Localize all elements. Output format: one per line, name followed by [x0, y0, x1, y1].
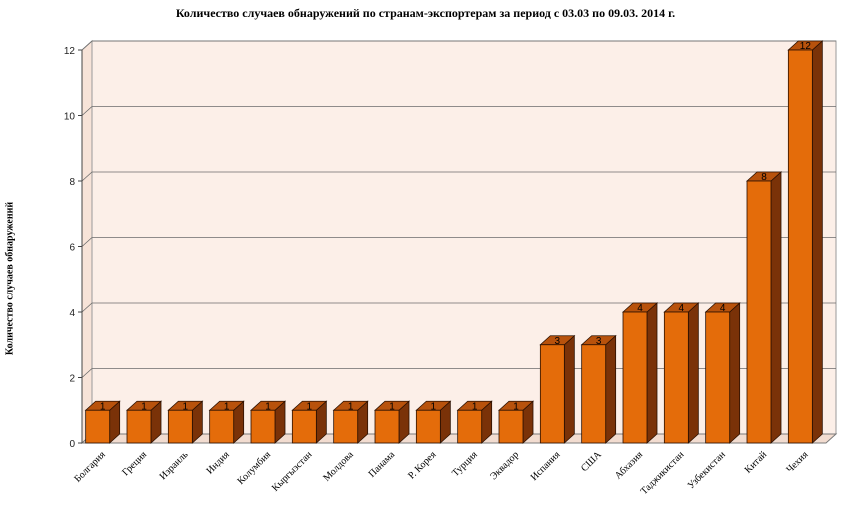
x-tick-label-12: Испания [529, 449, 563, 483]
bar-1: 1 [84, 400, 121, 444]
x-tick-label-13: США [579, 449, 604, 474]
data-label-4: 1 [224, 401, 230, 412]
gridline-4 [81, 302, 836, 313]
bar-6: 1 [291, 400, 328, 444]
x-tick-label-10: Турция [450, 449, 480, 479]
data-label-2: 1 [141, 401, 147, 412]
data-label-15: 4 [679, 303, 685, 314]
data-label-8: 1 [389, 401, 395, 412]
bar-side-17 [770, 171, 782, 444]
data-label-18: 12 [800, 41, 812, 52]
x-tick-label-14: Абхазия [613, 449, 646, 482]
gridline-12 [81, 40, 836, 51]
bar-front-3 [167, 409, 193, 444]
bar-front-9 [415, 409, 441, 444]
y-tick-label-6: 6 [69, 243, 75, 254]
bar-side-14 [646, 302, 658, 444]
x-tick-label-3: Израиль [158, 449, 191, 482]
x-tick-label-16: Узбекистан [686, 449, 729, 492]
bar-front-18 [787, 49, 813, 444]
bar-front-10 [457, 409, 483, 444]
data-label-10: 1 [472, 401, 478, 412]
data-label-12: 3 [555, 336, 561, 347]
y-tick-label-10: 10 [64, 112, 76, 123]
x-tick-label-1: Болгария [72, 449, 108, 485]
x-tick-label-18: Чехия [784, 449, 810, 475]
bar-front-5 [250, 409, 276, 444]
bar-10: 1 [456, 400, 493, 444]
data-label-5: 1 [265, 401, 271, 412]
grid-lines [81, 40, 836, 378]
bar-front-4 [209, 409, 235, 444]
data-label-16: 4 [720, 303, 726, 314]
bar-front-6 [291, 409, 317, 444]
x-tick-label-5: Колумбия [235, 449, 273, 487]
y-tick-label-2: 2 [69, 374, 75, 385]
data-label-1: 1 [100, 401, 106, 412]
bar-14: 4 [621, 302, 659, 444]
bar-front-17 [746, 180, 772, 444]
bar-15: 4 [663, 302, 700, 444]
bars: 1 1 1 1 1 1 1 1 1 1 1 3 3 4 4 4 8 12 [84, 40, 824, 444]
bar-5: 1 [249, 400, 287, 444]
bar-13: 3 [580, 334, 617, 444]
bar-side-13 [605, 334, 617, 444]
data-label-11: 1 [513, 401, 519, 412]
bar-front-12 [539, 344, 565, 444]
gridline-8 [81, 171, 836, 182]
bar-side-15 [687, 302, 699, 444]
y-tick-label-8: 8 [69, 177, 75, 188]
bar-side-18 [811, 40, 823, 444]
chart-title: Количество случаев обнаружений по страна… [175, 6, 676, 20]
bar-front-13 [581, 344, 607, 444]
data-label-17: 8 [761, 172, 767, 183]
bar-3: 1 [167, 400, 204, 444]
x-tick-label-2: Греция [120, 449, 149, 478]
data-label-9: 1 [431, 401, 437, 412]
y-tick-label-0: 0 [69, 439, 75, 450]
data-label-3: 1 [183, 401, 189, 412]
x-tick-label-9: Р. Корея [406, 449, 438, 481]
bar-front-14 [622, 311, 648, 444]
bar-12: 3 [539, 334, 576, 444]
x-tick-label-4: Индия [204, 449, 232, 477]
data-label-7: 1 [348, 401, 354, 412]
data-label-6: 1 [307, 401, 313, 412]
bar-front-2 [126, 409, 152, 444]
x-axis: Болгария Греция Израиль Индия КолумбияКыргыз… [72, 449, 810, 497]
x-tick-label-15: Таджикистан [639, 449, 687, 497]
bar-front-7 [333, 409, 359, 444]
y-tick-label-4: 4 [69, 308, 75, 319]
x-tick-label-11: Эквадор [488, 449, 521, 482]
y-tick-label-12: 12 [64, 46, 76, 57]
bar-front-8 [374, 409, 400, 444]
gridline-10 [81, 106, 836, 116]
bar-front-1 [85, 409, 111, 444]
data-label-13: 3 [596, 336, 602, 347]
bar-front-16 [705, 311, 731, 444]
bar-17: 8 [745, 171, 783, 444]
bar-side-12 [563, 334, 575, 444]
x-tick-label-17: Китай [743, 449, 770, 476]
bar-4: 1 [208, 400, 245, 444]
bar-front-11 [498, 409, 524, 444]
bar-front-15 [663, 311, 689, 444]
bar-9: 1 [415, 400, 452, 444]
bar-16: 4 [704, 302, 741, 444]
x-tick-label-6: Кыргызстан [270, 449, 315, 494]
bar-side-16 [729, 302, 741, 444]
bar-2: 1 [125, 400, 163, 444]
bar-8: 1 [373, 400, 411, 444]
y-axis: 0 2 4 6 8 10 12 [64, 46, 83, 450]
bar-11: 1 [497, 400, 535, 444]
gridline-6 [81, 237, 836, 247]
x-tick-label-8: Панама [367, 449, 398, 480]
bar-7: 1 [332, 400, 369, 444]
x-tick-label-7: Молдова [321, 449, 356, 484]
bar-18: 12 [787, 40, 824, 444]
data-label-14: 4 [637, 303, 643, 314]
